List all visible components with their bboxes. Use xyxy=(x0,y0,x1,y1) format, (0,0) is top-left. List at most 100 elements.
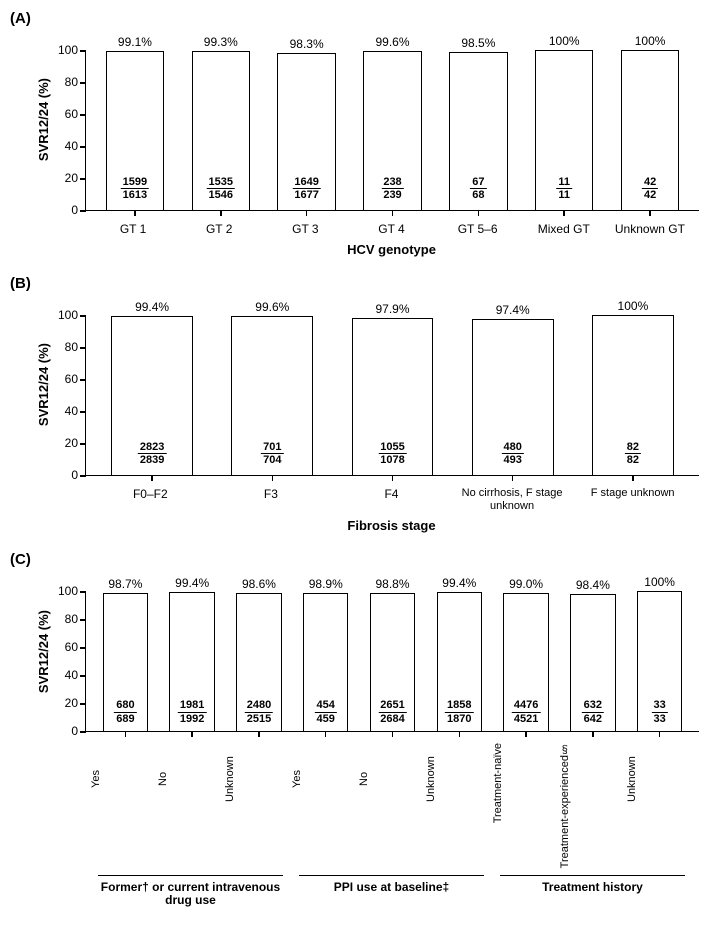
bar: 98.5%6768 xyxy=(449,52,507,210)
y-tick-label: 20 xyxy=(65,436,86,450)
bar-value-label: 98.4% xyxy=(576,578,610,592)
bar-slot: 99.6%701704 xyxy=(212,315,332,475)
y-tick-label: 60 xyxy=(65,640,86,654)
bar-fraction: 10551078 xyxy=(378,441,406,467)
bar-value-label: 98.7% xyxy=(108,577,142,591)
y-tick-label: 100 xyxy=(58,308,86,322)
bar: 99.3%15351546 xyxy=(192,51,250,210)
bar-value-label: 98.9% xyxy=(309,577,343,591)
bar-fraction: 238239 xyxy=(381,176,403,202)
bar: 100%3333 xyxy=(637,591,682,731)
y-tick-label: 100 xyxy=(58,584,86,598)
group-label: Treatment history xyxy=(492,881,693,895)
panel-C: (C)SVR12/24 (%)02040608010098.7%68068999… xyxy=(10,551,699,920)
bar-value-label: 99.1% xyxy=(118,35,152,49)
y-tick-label: 0 xyxy=(71,203,86,217)
bar-slot: 99.4%18581870 xyxy=(426,591,493,731)
y-tick-label: 20 xyxy=(65,696,86,710)
chart-wrap: SVR12/24 (%)02040608010099.1%1599161399.… xyxy=(36,30,699,210)
bar-value-label: 99.6% xyxy=(255,300,289,314)
bar-value-label: 100% xyxy=(549,34,580,48)
bar-fraction: 632642 xyxy=(582,699,604,725)
bar-fraction: 4242 xyxy=(642,176,658,202)
chart-wrap: SVR12/24 (%)02040608010099.4%2823283999.… xyxy=(36,295,699,475)
y-axis-label: SVR12/24 (%) xyxy=(36,343,51,426)
bar-slot: 98.8%26512684 xyxy=(359,591,426,731)
group-brackets: Former† or current intravenous drug useP… xyxy=(84,875,699,921)
bar-value-label: 99.6% xyxy=(375,35,409,49)
bar: 98.6%24802515 xyxy=(236,593,281,731)
bar-slot: 98.7%680689 xyxy=(92,591,159,731)
bar-slot: 98.9%454459 xyxy=(292,591,359,731)
y-tick-label: 40 xyxy=(65,404,86,418)
x-tick-label: Unknown xyxy=(626,743,693,815)
chart-root: (A)SVR12/24 (%)02040608010099.1%15991613… xyxy=(10,10,699,921)
bar-slot: 99.3%15351546 xyxy=(178,50,264,210)
bar-value-label: 99.0% xyxy=(509,577,543,591)
x-labels: GT 1GT 2GT 3GT 4GT 5–6Mixed GTUnknown GT xyxy=(84,218,699,236)
plot-area: 02040608010099.4%2823283999.6%70170497.9… xyxy=(85,315,699,476)
bar: 99.4%18581870 xyxy=(437,592,482,731)
bar-value-label: 99.4% xyxy=(442,576,476,590)
x-axis-title: HCV genotype xyxy=(84,242,699,257)
y-tick-label: 40 xyxy=(65,139,86,153)
bar: 99.4%28232839 xyxy=(111,316,193,475)
bar-slot: 98.6%24802515 xyxy=(226,591,293,731)
bar-slot: 99.0%44764521 xyxy=(493,591,560,731)
x-tick-label: F4 xyxy=(331,483,452,512)
x-tick-label: No xyxy=(157,743,224,815)
bar-fraction: 15351546 xyxy=(207,176,235,202)
x-axis-title: Fibrosis stage xyxy=(84,518,699,533)
bar-fraction: 24802515 xyxy=(245,699,273,725)
bar-fraction: 1111 xyxy=(556,176,572,202)
bar-fraction: 16491677 xyxy=(292,176,320,202)
bar-slot: 99.4%28232839 xyxy=(92,315,212,475)
y-tick-label: 0 xyxy=(71,468,86,482)
x-tick-label: Unknown xyxy=(425,743,492,815)
bar-value-label: 99.3% xyxy=(204,35,238,49)
bar-fraction: 701704 xyxy=(261,441,283,467)
group-label: PPI use at baseline‡ xyxy=(291,881,492,895)
bar: 100%8282 xyxy=(592,315,674,475)
bar-value-label: 99.4% xyxy=(135,300,169,314)
x-tick-label: Treatment-naïve xyxy=(492,743,559,823)
bar-fraction: 3333 xyxy=(652,699,668,725)
bar: 99.6%238239 xyxy=(363,51,421,210)
bar: 98.7%680689 xyxy=(103,593,148,731)
bar-fraction: 26512684 xyxy=(378,699,406,725)
bars: 99.1%1599161399.3%1535154698.3%164916779… xyxy=(86,50,699,210)
x-tick-label: GT 3 xyxy=(262,218,348,236)
bar: 97.9%10551078 xyxy=(352,318,434,475)
y-tick-label: 0 xyxy=(71,724,86,738)
bar: 97.4%480493 xyxy=(472,319,554,475)
bar: 98.8%26512684 xyxy=(370,593,415,731)
bar-value-label: 98.6% xyxy=(242,577,276,591)
bar-fraction: 19811992 xyxy=(178,699,206,725)
x-tick-label: Treatment-experienced§ xyxy=(559,743,626,868)
bar-value-label: 98.3% xyxy=(290,37,324,51)
bar-slot: 98.3%16491677 xyxy=(264,50,350,210)
x-tick-label: GT 4 xyxy=(348,218,434,236)
x-tick-label: F stage unknown xyxy=(572,483,693,512)
y-tick-label: 60 xyxy=(65,372,86,386)
x-tick-label: Yes xyxy=(90,743,157,815)
x-tick-label: Unknown GT xyxy=(607,218,693,236)
bars: 99.4%2823283999.6%70170497.9%10551078 97.… xyxy=(86,315,699,475)
bar-slot: 100%4242 xyxy=(607,50,693,210)
panel-tag: (C) xyxy=(10,551,31,568)
x-tick-label: Mixed GT xyxy=(521,218,607,236)
bar: 99.4%19811992 xyxy=(169,592,214,731)
bar-fraction: 28232839 xyxy=(138,441,166,467)
bar-value-label: 98.5% xyxy=(461,36,495,50)
bar: 98.4%632642 xyxy=(570,594,615,732)
y-axis-label: SVR12/24 (%) xyxy=(36,78,51,161)
group-label: Former† or current intravenous drug use xyxy=(90,881,291,909)
x-tick-label: GT 5–6 xyxy=(435,218,521,236)
bar-value-label: 98.8% xyxy=(376,577,410,591)
bar-fraction: 18581870 xyxy=(445,699,473,725)
x-tick-label: F3 xyxy=(211,483,332,512)
bar-slot: 100%3333 xyxy=(626,591,693,731)
panel-A: (A)SVR12/24 (%)02040608010099.1%15991613… xyxy=(10,10,699,257)
x-labels: YesNoUnknownYesNoUnknownTreatment-naïveT… xyxy=(84,739,699,868)
chart-wrap: SVR12/24 (%)02040608010098.7%68068999.4%… xyxy=(36,571,699,731)
